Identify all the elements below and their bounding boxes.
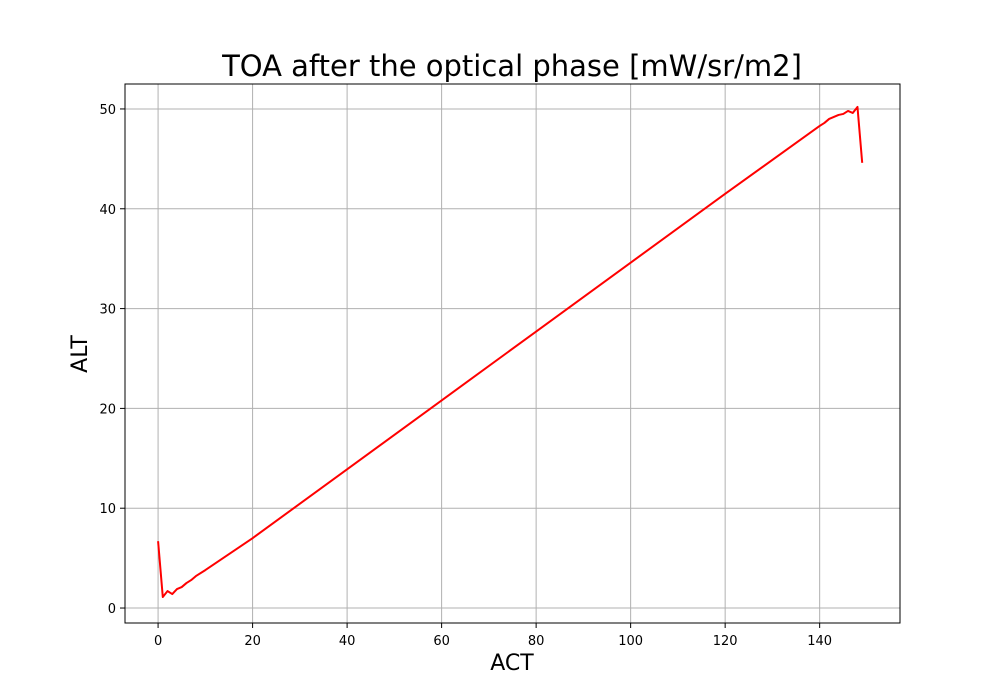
x-tick-label: 140 bbox=[807, 634, 832, 649]
x-tick-label: 100 bbox=[618, 634, 643, 649]
y-tick-label: 20 bbox=[99, 402, 116, 417]
x-tick-label: 60 bbox=[433, 634, 450, 649]
y-tick-label: 0 bbox=[108, 602, 116, 617]
chart-title: TOA after the optical phase [mW/sr/m2] bbox=[221, 49, 802, 83]
x-tick-label: 0 bbox=[154, 634, 162, 649]
x-tick-label: 80 bbox=[528, 634, 545, 649]
y-tick-label: 10 bbox=[99, 502, 116, 517]
series-layer bbox=[157, 105, 864, 599]
x-tick-label: 40 bbox=[339, 634, 356, 649]
x-axis: 0 20 40 60 80 100 120 140 bbox=[154, 623, 832, 649]
y-tick-label: 30 bbox=[99, 303, 116, 318]
x-axis-label: ACT bbox=[490, 651, 534, 676]
y-tick-label: 50 bbox=[99, 103, 116, 118]
plot-frame bbox=[124, 83, 901, 624]
grid bbox=[125, 84, 900, 623]
x-tick-label: 120 bbox=[713, 634, 738, 649]
x-tick-label: 20 bbox=[244, 634, 261, 649]
series-line bbox=[157, 105, 864, 599]
y-axis-label: ALT bbox=[68, 335, 93, 373]
y-tick-label: 40 bbox=[99, 203, 116, 218]
y-axis: 0 10 20 30 40 50 bbox=[99, 103, 125, 617]
